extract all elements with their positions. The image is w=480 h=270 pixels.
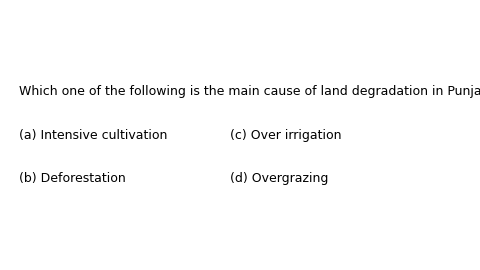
Text: (a) Intensive cultivation: (a) Intensive cultivation bbox=[19, 129, 168, 141]
Text: (b) Deforestation: (b) Deforestation bbox=[19, 172, 126, 185]
Text: (d) Overgrazing: (d) Overgrazing bbox=[230, 172, 329, 185]
Text: (c) Over irrigation: (c) Over irrigation bbox=[230, 129, 342, 141]
Text: Which one of the following is the main cause of land degradation in Punjab?: Which one of the following is the main c… bbox=[19, 85, 480, 98]
